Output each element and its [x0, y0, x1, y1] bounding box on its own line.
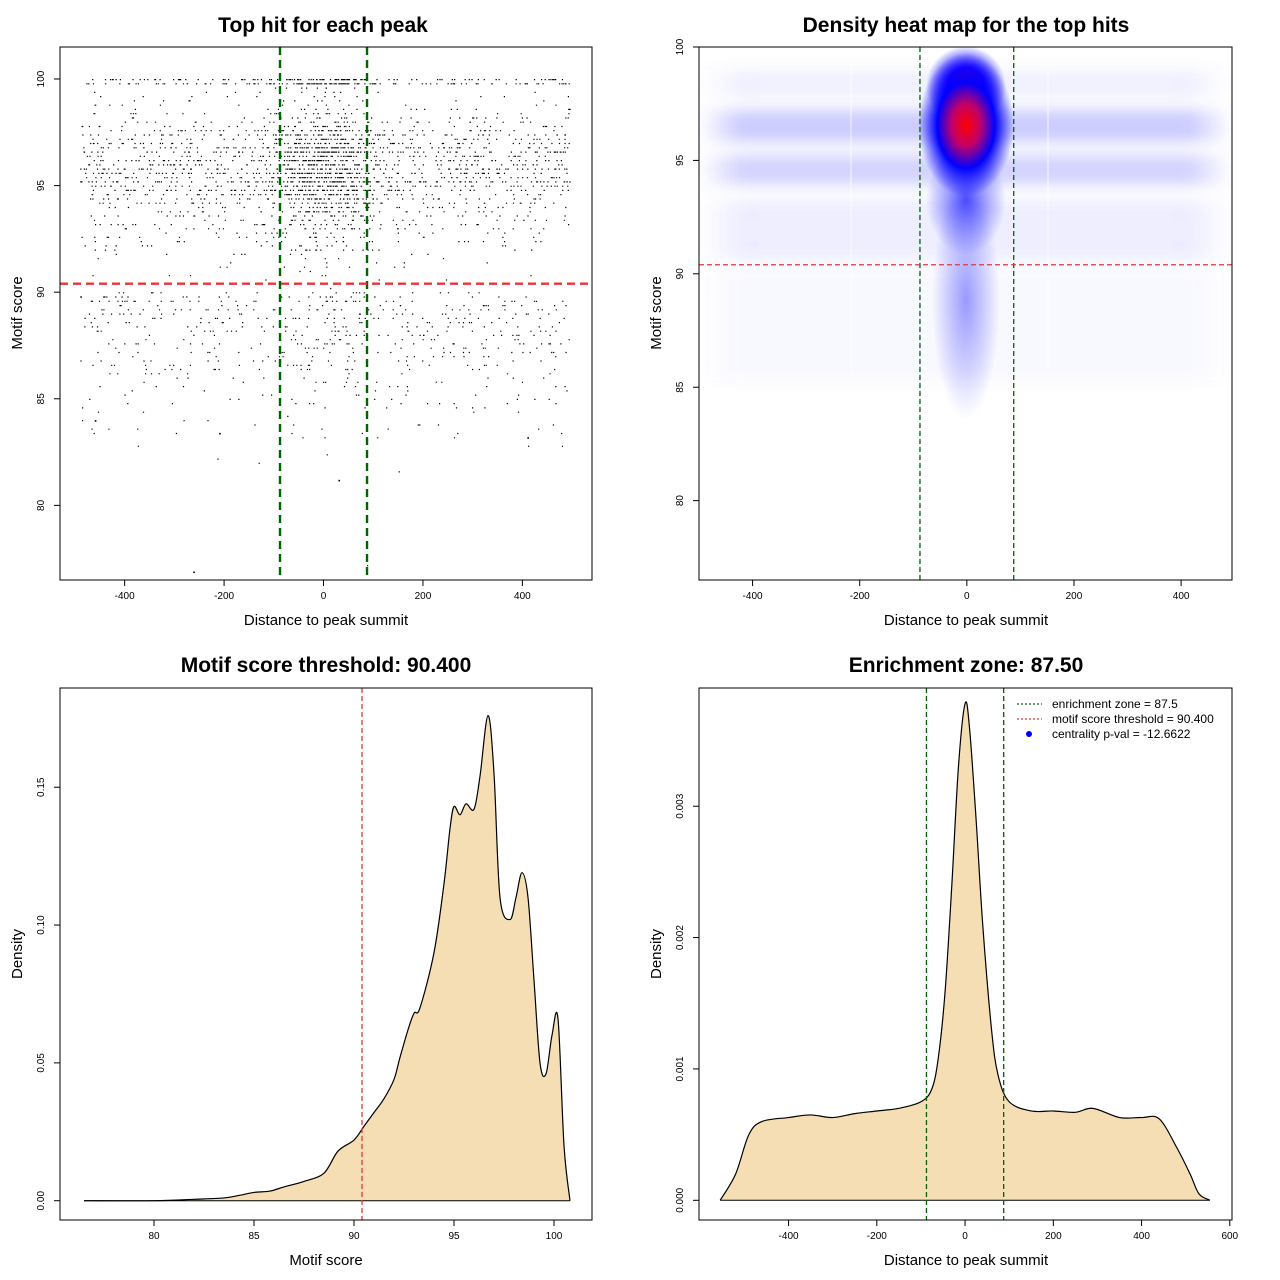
panel-enrichment-zone-density: Enrichment zone: 87.50 -400 -200 0 200 400 60…: [648, 654, 1239, 1269]
scatter-point: [219, 432, 221, 435]
density-fill: [720, 701, 1210, 1201]
x-axis-title: Distance to peak summit: [244, 612, 409, 629]
x-tick-label: 80: [148, 1231, 160, 1242]
x-tick-label: 200: [415, 591, 432, 602]
y-tick-label: 0.001: [675, 1056, 686, 1081]
axes: 80 85 90 95 100 0.00 0.05 0.10 0.15: [36, 777, 563, 1242]
y-tick-label: 100: [675, 38, 686, 55]
plot-frame: [698, 46, 1233, 581]
density-fill: [84, 715, 570, 1201]
reference-lines: [925, 688, 1005, 1220]
y-tick-label: 95: [36, 180, 47, 192]
density-line: [83, 714, 571, 1202]
legend-label: enrichment zone = 87.5: [1052, 697, 1178, 711]
reference-lines: [60, 47, 592, 580]
x-tick-label: -200: [867, 1231, 887, 1242]
y-tick-label: 85: [675, 381, 686, 393]
density-area: [83, 714, 571, 1202]
x-tick-label: 85: [248, 1231, 260, 1242]
legend-label: centrality p-val = -12.6622: [1052, 727, 1191, 741]
panel-motif-score-density: Motif score threshold: 90.400 80 85 90 95 10…: [9, 654, 593, 1269]
x-tick-label: 90: [348, 1231, 360, 1242]
y-tick-label: 100: [36, 70, 47, 87]
y-tick-label: 80: [36, 499, 47, 511]
y-tick-label: 0.003: [675, 793, 686, 818]
heatmap-surface: [699, 47, 1232, 580]
plot-frame: [59, 46, 593, 581]
y-tick-label: 0.15: [36, 777, 47, 797]
x-tick-label: 95: [448, 1231, 460, 1242]
y-tick-label: 0.00: [36, 1191, 47, 1211]
scatter-marks: [80, 79, 571, 574]
x-tick-label: -400: [779, 1231, 799, 1242]
chart-title: Top hit for each peak: [218, 14, 428, 37]
legend: enrichment zone = 87.5 motif score thres…: [1017, 697, 1214, 741]
scatter-point: [527, 437, 529, 439]
density-area: [719, 701, 1211, 1201]
y-tick-label: 90: [36, 286, 47, 298]
x-tick-label: 200: [1066, 591, 1083, 602]
y-axis-title: Motif score: [9, 276, 26, 349]
legend-label: motif score threshold = 90.400: [1052, 712, 1214, 726]
chart-title: Motif score threshold: 90.400: [181, 654, 472, 677]
x-tick-label: 200: [1045, 1231, 1062, 1242]
x-tick-label: -200: [850, 591, 870, 602]
scatter-points: [80, 79, 571, 567]
x-tick-label: -200: [214, 591, 234, 602]
x-tick-label: 400: [514, 591, 531, 602]
y-axis-title: Motif score: [648, 276, 665, 349]
x-tick-label: 600: [1221, 1231, 1238, 1242]
x-tick-label: 400: [1133, 1231, 1150, 1242]
chart-title: Enrichment zone: 87.50: [849, 654, 1084, 677]
x-axis-title: Distance to peak summit: [884, 612, 1049, 629]
y-tick-label: 90: [675, 268, 686, 280]
y-tick-label: 0.000: [675, 1187, 686, 1212]
scatter-point: [94, 420, 97, 422]
reference-lines: [699, 47, 1232, 580]
panel-top-hit-scatter: Top hit for each peak -400 -200 0 200 400 80 8…: [9, 14, 593, 629]
y-tick-label: 0.10: [36, 915, 47, 935]
x-tick-label: 0: [962, 1231, 968, 1242]
x-tick-label: 0: [321, 591, 327, 602]
plot-frame: [59, 687, 593, 1221]
scatter-point: [193, 571, 195, 574]
x-axis-title: Motif score: [289, 1252, 362, 1269]
y-tick-label: 95: [675, 154, 686, 166]
y-tick-label: 0.002: [675, 925, 686, 950]
panel-density-heatmap: Density heat map for the top hits -400 -2…: [648, 14, 1233, 629]
axes: -400 -200 0 200 400 600 0.000 0.001 0.002 0.003: [675, 793, 1239, 1242]
y-axis-title: Density: [9, 928, 26, 979]
scatter-point: [338, 479, 341, 482]
x-axis-title: Distance to peak summit: [884, 1252, 1049, 1269]
y-tick-label: 0.05: [36, 1053, 47, 1073]
legend-swatch-pval: [1026, 731, 1032, 737]
heatmap-hotspot: [918, 53, 1014, 197]
x-tick-label: 100: [546, 1231, 563, 1242]
density-line: [719, 701, 1211, 1201]
y-tick-label: 80: [675, 495, 686, 507]
axes: -400 -200 0 200 400 80 85 90 95 100: [675, 38, 1190, 602]
y-tick-label: 85: [36, 393, 47, 405]
x-tick-label: -400: [743, 591, 763, 602]
x-tick-label: 400: [1173, 591, 1190, 602]
axes: -400 -200 0 200 400 80 85 90 95 100: [36, 70, 531, 602]
x-tick-label: -400: [115, 591, 135, 602]
x-tick-label: 0: [964, 591, 970, 602]
chart-title: Density heat map for the top hits: [803, 14, 1130, 37]
y-axis-title: Density: [648, 928, 665, 979]
